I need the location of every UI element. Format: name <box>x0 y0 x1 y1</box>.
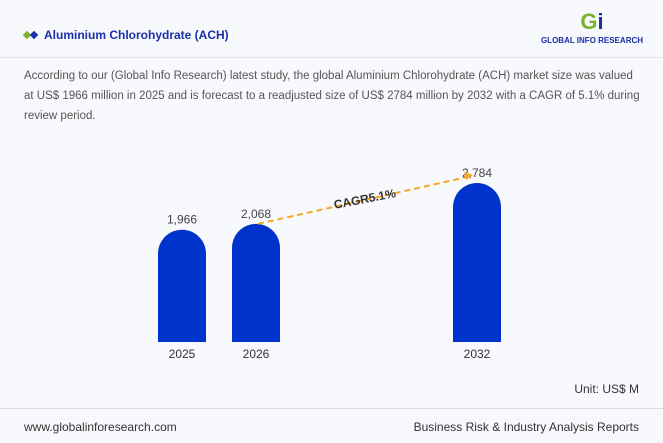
x-tick-label: 2025 <box>169 347 196 361</box>
website-link[interactable]: www.globalinforesearch.com <box>24 420 177 434</box>
x-tick-label: 2032 <box>464 347 491 361</box>
data-label: 2,068 <box>241 207 271 221</box>
description: According to our (Global Info Research) … <box>24 70 640 122</box>
unit-label: Unit: US$ M <box>574 382 639 396</box>
company-logo: Gi GLOBAL INFO RESEARCH <box>528 10 656 46</box>
header: Aluminium Chlorohydrate (ACH) Gi GLOBAL … <box>0 0 663 58</box>
footer: www.globalinforesearch.com Business Risk… <box>0 408 663 443</box>
bar <box>232 223 280 342</box>
cagr-label: CAGR5.1% <box>333 186 398 212</box>
x-tick-label: 2026 <box>243 347 270 361</box>
bar <box>158 229 206 342</box>
bar <box>453 183 501 342</box>
data-label: 1,966 <box>167 213 197 227</box>
logo-text: GLOBAL INFO RESEARCH <box>540 36 644 45</box>
arrow-head-icon <box>464 172 473 180</box>
title-text: Aluminium Chlorohydrate (ACH) <box>44 28 229 42</box>
cagr-arrow <box>257 176 468 225</box>
chart-title: Aluminium Chlorohydrate (ACH) <box>22 28 229 42</box>
footer-tagline: Business Risk & Industry Analysis Report… <box>413 420 639 434</box>
